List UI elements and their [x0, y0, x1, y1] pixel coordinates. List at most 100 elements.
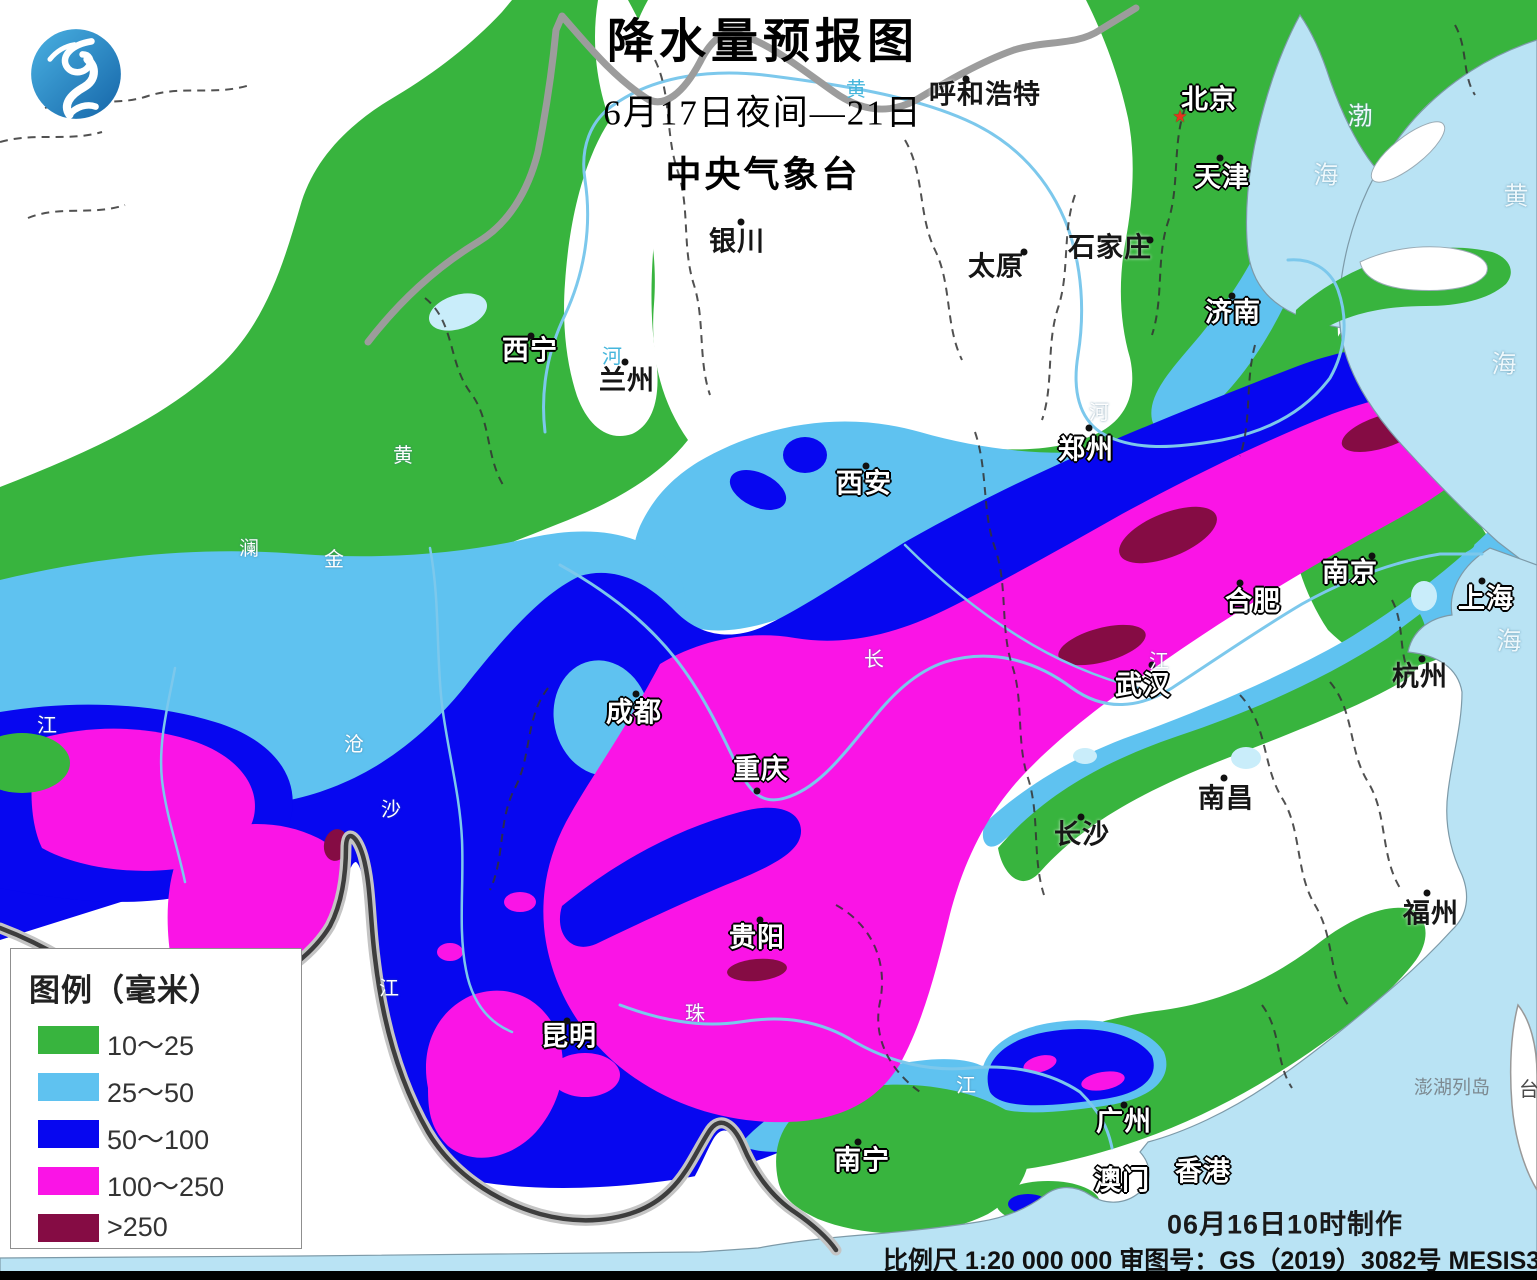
forecast-period: 6月17日夜间—21日 [603, 93, 923, 133]
city-dot [563, 1017, 571, 1025]
province-borders [0, 24, 1476, 1093]
island-label: 澎湖列岛 [1413, 1077, 1491, 1099]
city-dot [1423, 889, 1431, 897]
city-label-贵阳: 贵阳 [729, 922, 785, 953]
legend-box: 图例（毫米） 10～25 25～50 50～100 100～250 >250 [10, 948, 302, 1249]
sea-label: 渤 [1347, 102, 1373, 131]
city-dot [1216, 154, 1224, 162]
city-dot [1146, 236, 1154, 244]
river-label: 黄 [846, 79, 866, 101]
city-dot [527, 332, 535, 340]
city-label-长沙: 长沙 [1054, 819, 1110, 850]
legend-label: 10～25 [107, 1031, 195, 1061]
city-label-石家庄: 石家庄 [1068, 232, 1152, 263]
legend-label: 100～250 [107, 1172, 225, 1202]
river-label: 江 [37, 715, 57, 737]
river-label: 金 [324, 549, 344, 571]
city-dot [756, 916, 764, 924]
sea-label: 海 [1496, 627, 1522, 656]
city-dot [1020, 248, 1028, 256]
map-scale-label: 比例尺 1:20 000 000 审图号：GS（2019）3082号 MESIS… [882, 1247, 1537, 1275]
region-white-pockets [564, 0, 1133, 450]
island-label: 台 [1519, 1079, 1537, 1101]
city-label-西安: 西安 [836, 468, 892, 499]
city-label-昆明: 昆明 [541, 1021, 597, 1052]
city-label-上海: 上海 [1458, 583, 1514, 614]
legend-swatch-dark_red [38, 1214, 99, 1242]
river-label: 江 [1149, 651, 1169, 673]
region-blue-spot-1 [783, 437, 827, 473]
river-label: 沙 [381, 799, 401, 821]
city-label-南宁: 南宁 [834, 1145, 890, 1176]
issuing-agency: 中央气象台 [665, 153, 861, 195]
city-label-南昌: 南昌 [1198, 783, 1254, 814]
city-dot [737, 218, 745, 226]
city-dot [1418, 655, 1426, 663]
city-dot [1220, 774, 1228, 782]
city-label-成都: 成都 [606, 697, 662, 728]
sea-label: 黄 [1503, 182, 1529, 211]
legend-label: 50～100 [107, 1125, 210, 1155]
city-label-济南: 济南 [1205, 297, 1261, 328]
region-taiwan [1509, 1003, 1537, 1192]
city-dot [862, 462, 870, 470]
city-label-杭州: 杭州 [1392, 661, 1448, 692]
river-label: 澜 [239, 538, 259, 560]
river-label: 河 [1089, 402, 1109, 424]
legend-swatch-blue [38, 1120, 99, 1148]
river-label: 长 [864, 649, 884, 671]
river-label: 沧 [344, 734, 364, 756]
bottom-black-bar [0, 1271, 1537, 1280]
legend-title: 图例（毫米） [29, 973, 221, 1008]
city-dot [1077, 813, 1085, 821]
national-border-north [364, 4, 1140, 346]
city-label-重庆: 重庆 [733, 754, 789, 785]
city-label-合肥: 合肥 [1225, 586, 1281, 617]
city-label-郑州: 郑州 [1058, 434, 1114, 465]
city-dot [1228, 292, 1236, 300]
capital-star-icon: ★ [1172, 107, 1188, 126]
city-dot [1148, 661, 1156, 669]
city-label-西宁: 西宁 [502, 335, 558, 366]
river-label: 江 [956, 1075, 976, 1097]
city-label-太原: 太原 [968, 251, 1024, 282]
cma-logo-icon [31, 29, 121, 119]
legend-swatch-magenta [38, 1167, 99, 1195]
rivers [159, 71, 1484, 1150]
city-dot [621, 358, 629, 366]
region-green-west-spot [0, 733, 70, 793]
sea-label: 海 [1313, 161, 1339, 190]
city-label-福州: 福州 [1403, 898, 1459, 929]
city-label-北京: 北京 [1181, 84, 1237, 115]
city-label-银川: 银川 [709, 226, 765, 257]
river-label: 黄 [393, 445, 413, 467]
city-label-广州: 广州 [1096, 1106, 1152, 1137]
region-green-nanning [776, 1084, 1030, 1234]
river-label: 珠 [685, 1003, 705, 1025]
city-dot [1478, 577, 1486, 585]
page-title: 降水量预报图 [607, 14, 919, 68]
region-white-liaodong-tip [1370, 121, 1446, 183]
city-label-澳门: 澳门 [1094, 1165, 1150, 1196]
city-label-兰州: 兰州 [599, 365, 655, 396]
region-blue-spot-2 [729, 470, 787, 510]
city-dot [753, 787, 761, 795]
city-dot [1368, 552, 1376, 560]
city-dot [854, 1138, 862, 1146]
region-green-strip-south [998, 614, 1427, 882]
city-dot [1236, 579, 1244, 587]
legend-label: >250 [107, 1212, 168, 1242]
region-white-shandong-tip [1359, 246, 1488, 291]
city-label-武汉: 武汉 [1115, 670, 1171, 701]
city-label-天津: 天津 [1194, 162, 1250, 193]
city-dot [962, 75, 970, 83]
legend-swatch-light_blue [38, 1073, 99, 1101]
city-label-呼和浩特: 呼和浩特 [929, 79, 1041, 110]
river-label: 河 [602, 346, 622, 368]
title-block: 降水量预报图 6月17日夜间—21日 中央气象台 [413, 3, 1113, 198]
sea-label: 海 [1491, 350, 1517, 379]
city-label-南京: 南京 [1322, 557, 1378, 588]
city-dot [1085, 424, 1093, 432]
